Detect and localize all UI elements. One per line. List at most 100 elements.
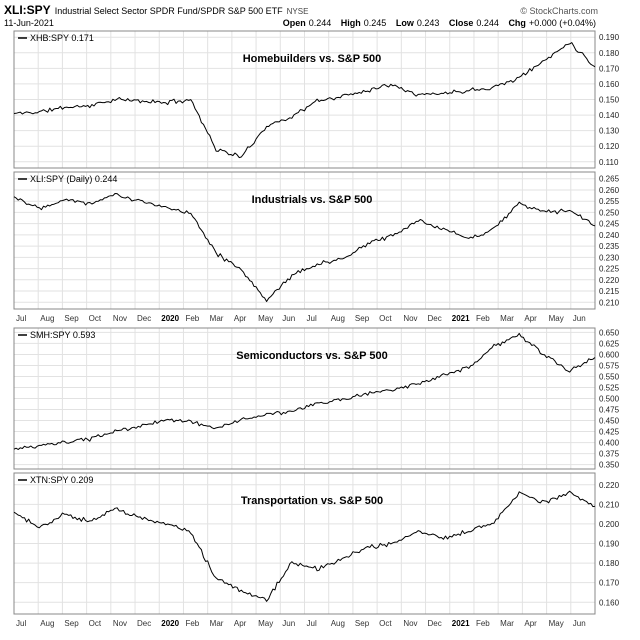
symbol: XLI:SPY — [4, 3, 51, 17]
quote-date: 11-Jun-2021 — [4, 18, 54, 28]
high-value: 0.245 — [363, 18, 387, 28]
svg-text:Sep: Sep — [64, 619, 79, 628]
svg-text:0.260: 0.260 — [599, 186, 620, 195]
svg-text:Jun: Jun — [573, 619, 586, 628]
high-label: High — [340, 18, 361, 28]
svg-text:Mar: Mar — [500, 314, 514, 323]
svg-text:0.170: 0.170 — [599, 579, 620, 588]
svg-text:XTN:SPY 0.209: XTN:SPY 0.209 — [30, 475, 93, 485]
svg-text:0.350: 0.350 — [599, 461, 620, 470]
svg-text:XHB:SPY 0.171: XHB:SPY 0.171 — [30, 33, 94, 43]
svg-text:2021: 2021 — [452, 314, 470, 323]
svg-text:Feb: Feb — [185, 314, 199, 323]
chart-panel-transportation: 0.220 0.210 0.200 0.190 0.180 0.170 0.160 XTN:S… — [13, 472, 620, 615]
quote-line: 11-Jun-2021 Open 0.244 High 0.245 Low 0.243… — [4, 18, 640, 28]
svg-text:0.190: 0.190 — [599, 33, 620, 42]
svg-text:Mar: Mar — [500, 619, 514, 628]
svg-text:Nov: Nov — [113, 619, 127, 628]
svg-text:Feb: Feb — [185, 619, 199, 628]
svg-text:0.625: 0.625 — [599, 339, 620, 348]
svg-text:0.110: 0.110 — [599, 158, 619, 167]
svg-text:Feb: Feb — [476, 619, 490, 628]
svg-text:0.200: 0.200 — [599, 520, 620, 529]
svg-text:Aug: Aug — [40, 314, 54, 323]
svg-text:XLI:SPY (Daily) 0.244: XLI:SPY (Daily) 0.244 — [30, 174, 117, 184]
svg-text:Oct: Oct — [89, 314, 102, 323]
svg-text:0.550: 0.550 — [599, 372, 620, 381]
svg-text:Nov: Nov — [403, 314, 417, 323]
svg-text:Dec: Dec — [428, 314, 442, 323]
svg-text:0.255: 0.255 — [599, 197, 620, 206]
svg-text:Aug: Aug — [40, 619, 54, 628]
chart-header: XLI:SPY Industrial Select Sector SPDR Fu… — [0, 0, 640, 29]
svg-text:2020: 2020 — [161, 619, 179, 628]
svg-text:0.265: 0.265 — [599, 175, 620, 184]
chart-panel-industrials: 0.265 0.260 0.255 0.250 0.245 0.240 0.235 0.230… — [13, 171, 620, 310]
low-value: 0.243 — [416, 18, 440, 28]
svg-text:Transportation vs. S&P 500: Transportation vs. S&P 500 — [241, 495, 383, 507]
svg-text:Jul: Jul — [307, 314, 317, 323]
svg-text:Aug: Aug — [331, 314, 345, 323]
svg-text:0.215: 0.215 — [599, 287, 620, 296]
svg-text:Jun: Jun — [282, 619, 295, 628]
svg-text:Semiconductors vs. S&P 500: Semiconductors vs. S&P 500 — [236, 350, 387, 362]
svg-text:0.140: 0.140 — [599, 111, 620, 120]
svg-text:Apr: Apr — [524, 619, 537, 628]
exchange-label: NYSE — [286, 7, 309, 16]
svg-text:0.235: 0.235 — [599, 242, 620, 251]
chart-panel-semiconductors: 0.650 0.625 0.600 0.575 0.550 0.525 0.500 0.475… — [13, 327, 620, 470]
svg-text:2020: 2020 — [161, 314, 179, 323]
svg-text:Jul: Jul — [16, 619, 26, 628]
svg-text:Apr: Apr — [234, 619, 247, 628]
svg-text:0.210: 0.210 — [599, 500, 620, 509]
svg-text:Dec: Dec — [428, 619, 442, 628]
svg-text:0.210: 0.210 — [599, 298, 620, 307]
symbol-description: Industrial Select Sector SPDR Fund/SPDR … — [54, 6, 283, 16]
svg-text:Sep: Sep — [355, 619, 370, 628]
svg-text:0.130: 0.130 — [599, 127, 620, 136]
svg-text:0.525: 0.525 — [599, 383, 620, 392]
svg-text:Nov: Nov — [113, 314, 127, 323]
svg-text:Jun: Jun — [573, 314, 586, 323]
svg-text:0.160: 0.160 — [599, 598, 620, 607]
svg-text:Homebuilders vs. S&P 500: Homebuilders vs. S&P 500 — [243, 53, 382, 65]
svg-text:0.400: 0.400 — [599, 439, 620, 448]
svg-text:Dec: Dec — [137, 314, 151, 323]
chg-label: Chg — [508, 18, 526, 28]
chg-value: +0.000 (+0.04%) — [528, 18, 596, 28]
svg-text:SMH:SPY 0.593: SMH:SPY 0.593 — [30, 330, 95, 340]
svg-text:0.170: 0.170 — [599, 64, 620, 73]
svg-text:0.375: 0.375 — [599, 450, 620, 459]
svg-text:0.250: 0.250 — [599, 208, 620, 217]
svg-text:Industrials vs. S&P 500: Industrials vs. S&P 500 — [252, 194, 373, 206]
open-label: Open — [282, 18, 306, 28]
x-axis-top: Jul Aug Sep Oct Nov Dec 2020 Feb Mar Apr May Jun Jul… — [16, 314, 586, 323]
svg-text:0.650: 0.650 — [599, 328, 620, 337]
svg-text:Oct: Oct — [89, 619, 102, 628]
open-value: 0.244 — [308, 18, 332, 28]
svg-text:0.500: 0.500 — [599, 395, 620, 404]
chart-panel-homebuilders: 0.190 0.180 0.170 0.160 0.150 0.140 0.130 0.120… — [13, 30, 620, 169]
svg-text:0.475: 0.475 — [599, 406, 620, 415]
svg-text:May: May — [258, 619, 273, 628]
svg-text:Jul: Jul — [307, 619, 317, 628]
svg-text:0.450: 0.450 — [599, 417, 620, 426]
svg-text:Sep: Sep — [355, 314, 370, 323]
svg-text:0.220: 0.220 — [599, 481, 620, 490]
svg-text:0.190: 0.190 — [599, 540, 620, 549]
svg-text:Apr: Apr — [524, 314, 537, 323]
svg-text:Jun: Jun — [282, 314, 295, 323]
svg-text:Dec: Dec — [137, 619, 151, 628]
svg-text:0.180: 0.180 — [599, 559, 620, 568]
svg-text:0.160: 0.160 — [599, 80, 620, 89]
svg-text:0.120: 0.120 — [599, 142, 620, 151]
svg-text:2021: 2021 — [452, 619, 470, 628]
svg-text:0.220: 0.220 — [599, 276, 620, 285]
x-axis-bottom: Jul Aug Sep Oct Nov Dec 2020 Feb Mar Apr May Jun Jul… — [16, 619, 586, 628]
svg-text:Jul: Jul — [16, 314, 26, 323]
quote-values: Open 0.244 High 0.245 Low 0.243 Close 0.244 … — [276, 18, 640, 28]
svg-text:Mar: Mar — [210, 619, 224, 628]
svg-text:0.575: 0.575 — [599, 361, 620, 370]
svg-text:May: May — [258, 314, 273, 323]
